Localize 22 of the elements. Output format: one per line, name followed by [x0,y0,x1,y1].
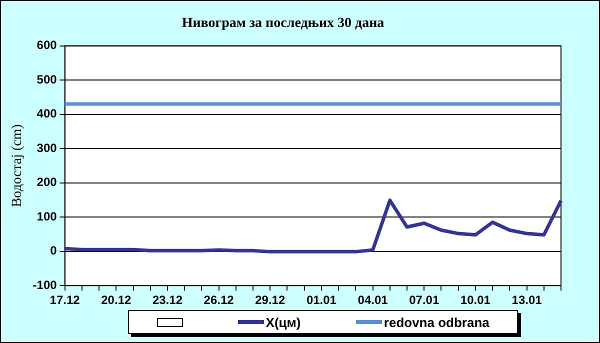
legend-label: X(цм) [266,314,301,330]
y-tick-label: 400 [36,106,58,121]
x-tick-label: 23.12 [152,293,183,308]
y-tick-label: 500 [36,72,58,86]
x-tick-label: 29.12 [255,293,286,308]
y-tick-label: 0 [50,244,58,258]
x-tick-label: 13.01 [512,293,542,308]
y-tick-label: 300 [36,140,58,155]
x-tick-label: 07.01 [409,293,440,308]
y-axis-title: Водостај (cm) [10,124,26,208]
legend-label: redovna odbrana [384,314,490,330]
x-tick-label: 20.12 [101,293,132,308]
x-tick-label: 10.01 [460,293,491,308]
y-tick-label: 100 [36,209,58,224]
x-tick-label: 01.01 [306,293,337,308]
x-tick-label: 26.12 [204,293,234,308]
x-tick-label: 04.01 [358,293,388,308]
y-tick-label: 600 [36,38,58,52]
y-tick-label: 200 [36,175,58,190]
x-tick-label: 17.12 [50,293,80,308]
y-tick-label: -100 [32,278,58,292]
chart-title: Нивограм за последњих 30 дана [182,16,384,32]
